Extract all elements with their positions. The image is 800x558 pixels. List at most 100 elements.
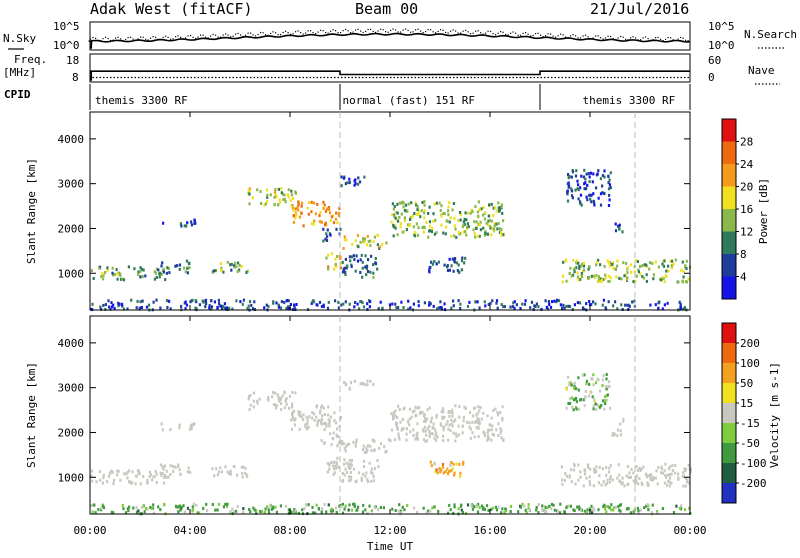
echo-cell xyxy=(646,481,649,485)
echo-cell xyxy=(347,508,350,512)
echo-cell xyxy=(416,435,419,439)
echo-cell xyxy=(353,305,356,309)
echo-cell xyxy=(285,402,288,406)
nsearch-dot xyxy=(397,31,399,33)
echo-cell xyxy=(609,406,612,410)
echo-cell xyxy=(394,226,397,230)
echo-cell xyxy=(279,397,282,401)
echo-cell xyxy=(618,276,621,280)
echo-cell xyxy=(192,502,195,506)
echo-cell xyxy=(570,468,573,472)
echo-cell xyxy=(325,239,329,242)
echo-cell xyxy=(574,267,577,271)
echo-cell xyxy=(340,184,343,188)
echo-cell xyxy=(473,220,476,224)
echo-cell xyxy=(466,503,470,507)
echo-cell xyxy=(285,306,288,310)
echo-cell xyxy=(572,408,575,412)
echo-cell xyxy=(165,299,169,303)
echo-cell xyxy=(354,182,357,186)
echo-cell xyxy=(346,181,349,185)
echo-cell xyxy=(659,277,662,281)
echo-cell xyxy=(634,478,637,482)
echo-cell xyxy=(220,304,223,308)
echo-cell xyxy=(240,465,243,469)
echo-cell xyxy=(259,510,262,513)
echo-cell xyxy=(252,399,255,403)
echo-cell xyxy=(589,193,592,197)
echo-cell xyxy=(100,506,103,510)
echo-cell xyxy=(372,263,375,267)
echo-cell xyxy=(290,189,293,193)
echo-cell xyxy=(374,257,377,260)
echo-cell xyxy=(328,422,331,425)
echo-cell xyxy=(430,416,433,420)
echo-cell xyxy=(177,505,180,509)
echo-cell xyxy=(578,507,581,511)
echo-cell xyxy=(597,196,600,200)
echo-cell xyxy=(368,504,371,508)
echo-cell xyxy=(343,473,346,477)
echo-cell xyxy=(457,263,460,267)
echo-cell xyxy=(483,217,486,221)
echo-cell xyxy=(486,430,489,434)
echo-cell xyxy=(284,200,287,204)
echo-cell xyxy=(565,279,568,283)
echo-cell xyxy=(93,503,96,507)
echo-cell xyxy=(499,411,502,415)
echo-cell xyxy=(256,401,259,405)
echo-cell xyxy=(527,503,530,507)
echo-cell xyxy=(361,510,365,514)
echo-cell xyxy=(142,474,145,478)
echo-cell xyxy=(256,399,259,403)
echo-cell xyxy=(649,476,652,480)
echo-cell xyxy=(576,259,579,263)
echo-cell xyxy=(603,407,606,411)
echo-cell xyxy=(304,423,307,427)
echo-cell xyxy=(563,479,566,482)
echo-cell xyxy=(428,301,431,305)
nsearch-dot xyxy=(655,37,657,39)
echo-cell xyxy=(563,306,566,310)
echo-cell xyxy=(567,375,570,379)
echo-cell xyxy=(637,268,640,272)
echo-cell xyxy=(581,306,585,310)
echo-cell xyxy=(117,301,120,305)
nsearch-dot xyxy=(242,35,244,37)
echo-cell xyxy=(344,273,347,276)
echo-cell xyxy=(422,414,425,418)
echo-cell xyxy=(428,435,431,438)
echo-cell xyxy=(184,300,187,304)
nsearch-dot xyxy=(312,32,314,34)
echo-cell xyxy=(589,483,592,487)
echo-cell xyxy=(363,240,366,244)
echo-cell xyxy=(306,206,309,210)
echo-cell xyxy=(528,508,531,512)
echo-cell xyxy=(131,470,134,474)
echo-cell xyxy=(231,507,234,511)
echo-cell xyxy=(334,299,337,303)
echo-cell xyxy=(342,176,346,180)
echo-cell xyxy=(601,191,604,195)
echo-cell xyxy=(452,304,455,308)
echo-cell xyxy=(553,508,556,512)
echo-cell xyxy=(165,475,168,479)
echo-cell xyxy=(579,475,582,479)
echo-cell xyxy=(167,475,170,479)
echo-cell xyxy=(406,504,409,507)
echo-cell xyxy=(504,509,508,513)
echo-cell xyxy=(148,475,151,479)
echo-cell xyxy=(462,462,465,466)
echo-cell xyxy=(97,508,100,512)
nsearch-dot xyxy=(230,36,232,38)
echo-cell xyxy=(350,459,353,462)
echo-cell xyxy=(614,222,617,226)
echo-cell xyxy=(652,273,655,277)
time-tick-label: 00:00 xyxy=(73,524,106,537)
echo-cell xyxy=(102,476,105,480)
echo-cell xyxy=(185,224,188,228)
echo-cell xyxy=(111,305,114,309)
echo-cell xyxy=(225,307,228,311)
echo-cell xyxy=(169,473,172,476)
echo-cell xyxy=(457,507,460,511)
